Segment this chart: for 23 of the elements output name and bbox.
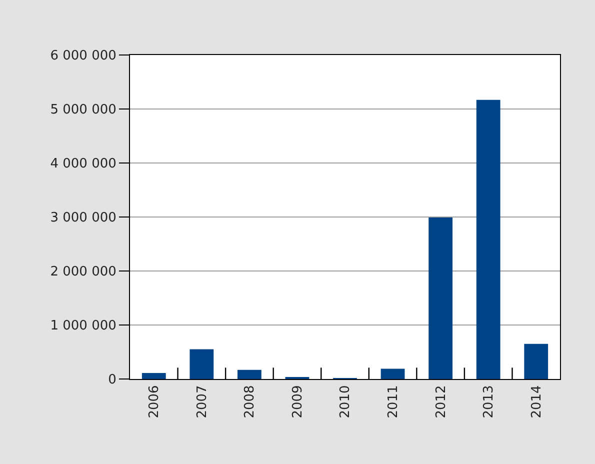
y-tick-label: 0 — [108, 372, 116, 388]
x-tick-label: 2013 — [482, 385, 497, 418]
y-tick-label: 2 000 000 — [50, 264, 116, 280]
bar — [524, 344, 548, 379]
y-tick-label: 5 000 000 — [50, 102, 116, 118]
y-tick-label: 3 000 000 — [50, 210, 116, 226]
bar — [142, 373, 166, 379]
bar — [380, 368, 405, 379]
x-tick-label: 2008 — [242, 385, 258, 418]
x-tick-label: 2011 — [386, 385, 402, 418]
x-tick-label: 2009 — [290, 385, 306, 418]
x-tick-label: 2010 — [338, 385, 354, 418]
bar — [476, 100, 500, 379]
bar — [238, 370, 262, 379]
bar — [428, 218, 452, 379]
y-tick-label: 4 000 000 — [50, 156, 116, 172]
y-tick-label: 6 000 000 — [50, 48, 116, 64]
x-tick-label: 2006 — [147, 385, 162, 418]
bar — [190, 349, 214, 379]
y-tick-label: 1 000 000 — [50, 318, 116, 334]
x-tick-label: 2012 — [434, 385, 449, 418]
x-tick-label: 2007 — [194, 385, 210, 418]
x-tick-label: 2014 — [529, 385, 544, 418]
